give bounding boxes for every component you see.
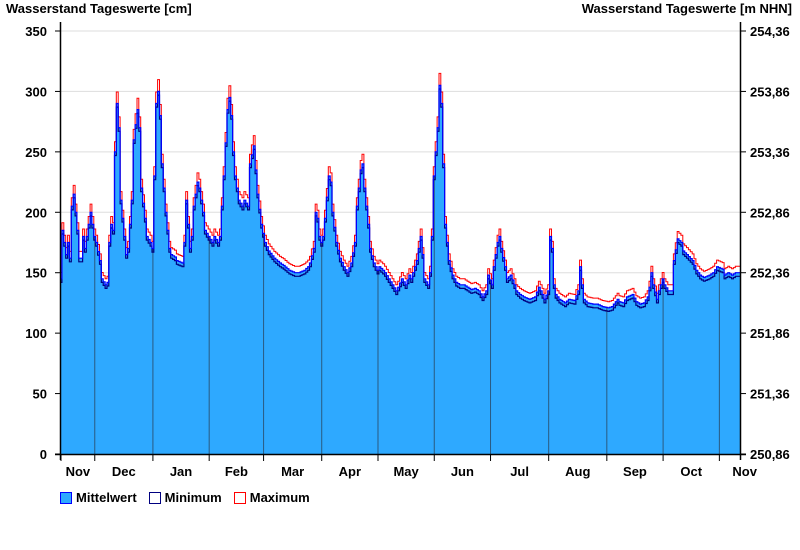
left-axis-title: Wasserstand Tageswerte [cm] xyxy=(6,1,192,16)
y-tick-label: 100 xyxy=(25,326,47,341)
y-tick-label: 350 xyxy=(25,24,47,39)
max-line xyxy=(61,72,740,303)
y2-tick-label: 252,36 xyxy=(750,266,790,281)
legend-item-min: Minimum xyxy=(148,490,222,505)
legend: Mittelwert Minimum Maximum xyxy=(60,490,310,505)
x-tick-label-feb: Feb xyxy=(225,464,248,479)
water-level-chart: 0 250,86 50 251,36 100 251,86 150 252,36 200 252,… xyxy=(25,22,790,479)
legend-swatch-min xyxy=(148,491,161,504)
y-tick-label: 0 xyxy=(40,447,47,462)
legend-swatch-mean xyxy=(60,491,72,504)
y2-tick-label: 253,86 xyxy=(750,84,790,99)
x-tick-label-nov: Nov xyxy=(66,464,91,479)
legend-label-max: Maximum xyxy=(249,490,310,505)
y2-tick-label: 252,86 xyxy=(750,205,790,220)
y2-tick-label: 254,36 xyxy=(750,24,790,39)
y-tick-label: 250 xyxy=(25,145,47,160)
right-axis-title: Wasserstand Tageswerte [m NHN] xyxy=(581,1,792,16)
y-tick-label: 50 xyxy=(33,387,47,402)
x-tick-label-mar: Mar xyxy=(281,464,304,479)
legend-label-mean: Mittelwert xyxy=(76,490,137,505)
x-tick-label-jul: Jul xyxy=(510,464,529,479)
x-tick-label-aug: Aug xyxy=(565,464,590,479)
y2-tick-label: 251,36 xyxy=(750,387,790,402)
legend-swatch-max xyxy=(233,491,246,504)
y-tick-label: 200 xyxy=(25,205,47,220)
x-tick-label-jan: Jan xyxy=(170,464,192,479)
x-tick-label-jun: Jun xyxy=(451,464,474,479)
x-tick-label-sep: Sep xyxy=(623,464,647,479)
y-tick-label: 150 xyxy=(25,266,47,281)
y2-tick-label: 250,86 xyxy=(750,447,790,462)
legend-item-max: Maximum xyxy=(233,490,310,505)
x-tick-label-apr: Apr xyxy=(339,464,361,479)
x-tick-label-oct: Oct xyxy=(680,464,702,479)
legend-label-min: Minimum xyxy=(164,490,222,505)
mean-area xyxy=(61,85,740,455)
x-tick-label-may: May xyxy=(393,464,419,479)
legend-item-mean: Mittelwert xyxy=(60,490,137,505)
mean-line xyxy=(61,84,740,309)
y2-tick-label: 251,86 xyxy=(750,326,790,341)
y2-tick-label: 253,36 xyxy=(750,145,790,160)
x-tick-label-nov: Nov xyxy=(732,464,757,479)
y-tick-label: 300 xyxy=(25,84,47,99)
x-tick-label-dec: Dec xyxy=(112,464,136,479)
